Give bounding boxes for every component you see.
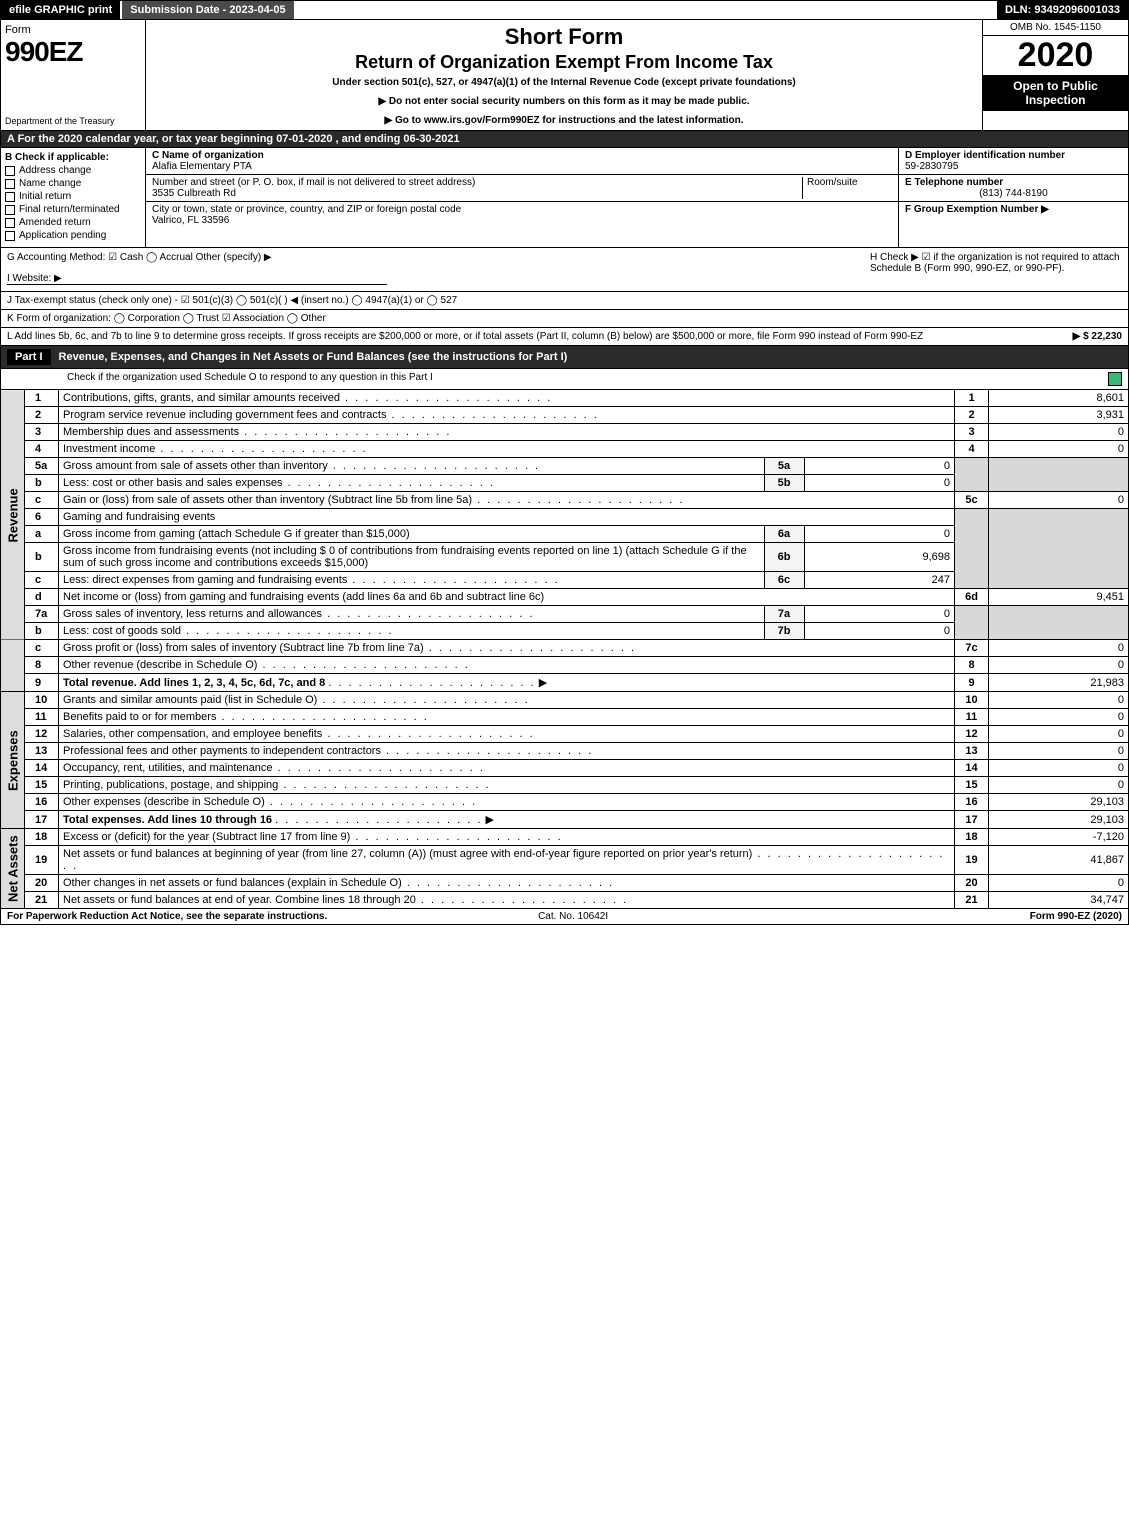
part-1-title: Revenue, Expenses, and Changes in Net As… — [59, 351, 568, 363]
form-number: 990EZ — [5, 36, 141, 68]
line-1-amount: 8,601 — [989, 390, 1129, 407]
line-j: J Tax-exempt status (check only one) - ☑… — [0, 292, 1129, 310]
box-c: C Name of organization Alafia Elementary… — [146, 148, 898, 247]
top-toolbar: efile GRAPHIC print Submission Date - 20… — [0, 0, 1129, 20]
line-h: H Check ▶ ☑ if the organization is not r… — [870, 252, 1122, 274]
open-to-public: Open to Public Inspection — [983, 75, 1128, 111]
part-1-header: Part I Revenue, Expenses, and Changes in… — [0, 346, 1129, 369]
city-label: City or town, state or province, country… — [152, 204, 461, 215]
form-word: Form — [5, 24, 141, 36]
side-expenses: Expenses — [1, 692, 25, 829]
schedule-o-check-icon — [1108, 372, 1122, 386]
header-right: OMB No. 1545-1150 2020 Open to Public In… — [983, 20, 1128, 130]
form-header: Form 990EZ Department of the Treasury Sh… — [0, 20, 1129, 131]
chk-name-change[interactable]: Name change — [5, 178, 141, 189]
addr-label: Number and street (or P. O. box, if mail… — [152, 177, 475, 188]
side-revenue: Revenue — [1, 390, 25, 640]
box-b: B Check if applicable: Address change Na… — [1, 148, 146, 247]
dept-label: Department of the Treasury — [5, 116, 141, 126]
title-return: Return of Organization Exempt From Incom… — [154, 52, 974, 73]
boxes-def: D Employer identification number 59-2830… — [898, 148, 1128, 247]
org-name-label: C Name of organization — [152, 150, 264, 161]
efile-print-button[interactable]: efile GRAPHIC print — [1, 1, 122, 19]
omb-number: OMB No. 1545-1150 — [983, 20, 1128, 36]
city-value: Valrico, FL 33596 — [152, 215, 229, 226]
ein-value: 59-2830795 — [905, 161, 958, 172]
addr-value: 3535 Culbreath Rd — [152, 188, 236, 199]
submission-date-button[interactable]: Submission Date - 2023-04-05 — [122, 1, 295, 19]
footer-form-ref: Form 990-EZ (2020) — [1030, 911, 1122, 922]
phone-label: E Telephone number — [905, 177, 1003, 188]
chk-address-change[interactable]: Address change — [5, 165, 141, 176]
dln-label: DLN: 93492096001033 — [997, 1, 1128, 19]
chk-application-pending[interactable]: Application pending — [5, 230, 141, 241]
group-exemption-label: F Group Exemption Number ▶ — [905, 204, 1049, 215]
chk-initial-return[interactable]: Initial return — [5, 191, 141, 202]
chk-amended-return[interactable]: Amended return — [5, 217, 141, 228]
tax-period-row: A For the 2020 calendar year, or tax yea… — [0, 131, 1129, 148]
org-name-value: Alafia Elementary PTA — [152, 161, 252, 172]
part-1-check-note: Check if the organization used Schedule … — [0, 369, 1129, 390]
line-l: L Add lines 5b, 6c, and 7b to line 9 to … — [0, 328, 1129, 346]
revenue-table: Revenue 1 Contributions, gifts, grants, … — [0, 390, 1129, 909]
entity-block: B Check if applicable: Address change Na… — [0, 148, 1129, 248]
room-label: Room/suite — [807, 177, 858, 188]
part-1-tag: Part I — [7, 349, 51, 365]
subtitle: Under section 501(c), 527, or 4947(a)(1)… — [154, 77, 974, 88]
line-k: K Form of organization: ◯ Corporation ◯ … — [0, 310, 1129, 328]
ein-label: D Employer identification number — [905, 150, 1065, 161]
page-footer: For Paperwork Reduction Act Notice, see … — [0, 909, 1129, 925]
note-ssn: ▶ Do not enter social security numbers o… — [154, 96, 974, 107]
tax-year: 2020 — [983, 36, 1128, 75]
line-l-amount: ▶ $ 22,230 — [1073, 331, 1122, 342]
line-i: I Website: ▶ — [7, 273, 387, 285]
title-short-form: Short Form — [154, 24, 974, 50]
line-g: G Accounting Method: ☑ Cash ◯ Accrual Ot… — [7, 252, 862, 263]
header-center: Short Form Return of Organization Exempt… — [146, 20, 983, 130]
chk-final-return[interactable]: Final return/terminated — [5, 204, 141, 215]
lines-ghi: G Accounting Method: ☑ Cash ◯ Accrual Ot… — [0, 248, 1129, 292]
header-left: Form 990EZ Department of the Treasury — [1, 20, 146, 130]
box-b-label: B Check if applicable: — [5, 152, 141, 163]
footer-cat-no: Cat. No. 10642I — [538, 911, 608, 922]
note-goto: ▶ Go to www.irs.gov/Form990EZ for instru… — [154, 115, 974, 126]
line-1-desc: Contributions, gifts, grants, and simila… — [59, 390, 955, 407]
side-net-assets: Net Assets — [1, 829, 25, 909]
phone-value: (813) 744-8190 — [905, 188, 1122, 199]
footer-left: For Paperwork Reduction Act Notice, see … — [7, 911, 327, 922]
